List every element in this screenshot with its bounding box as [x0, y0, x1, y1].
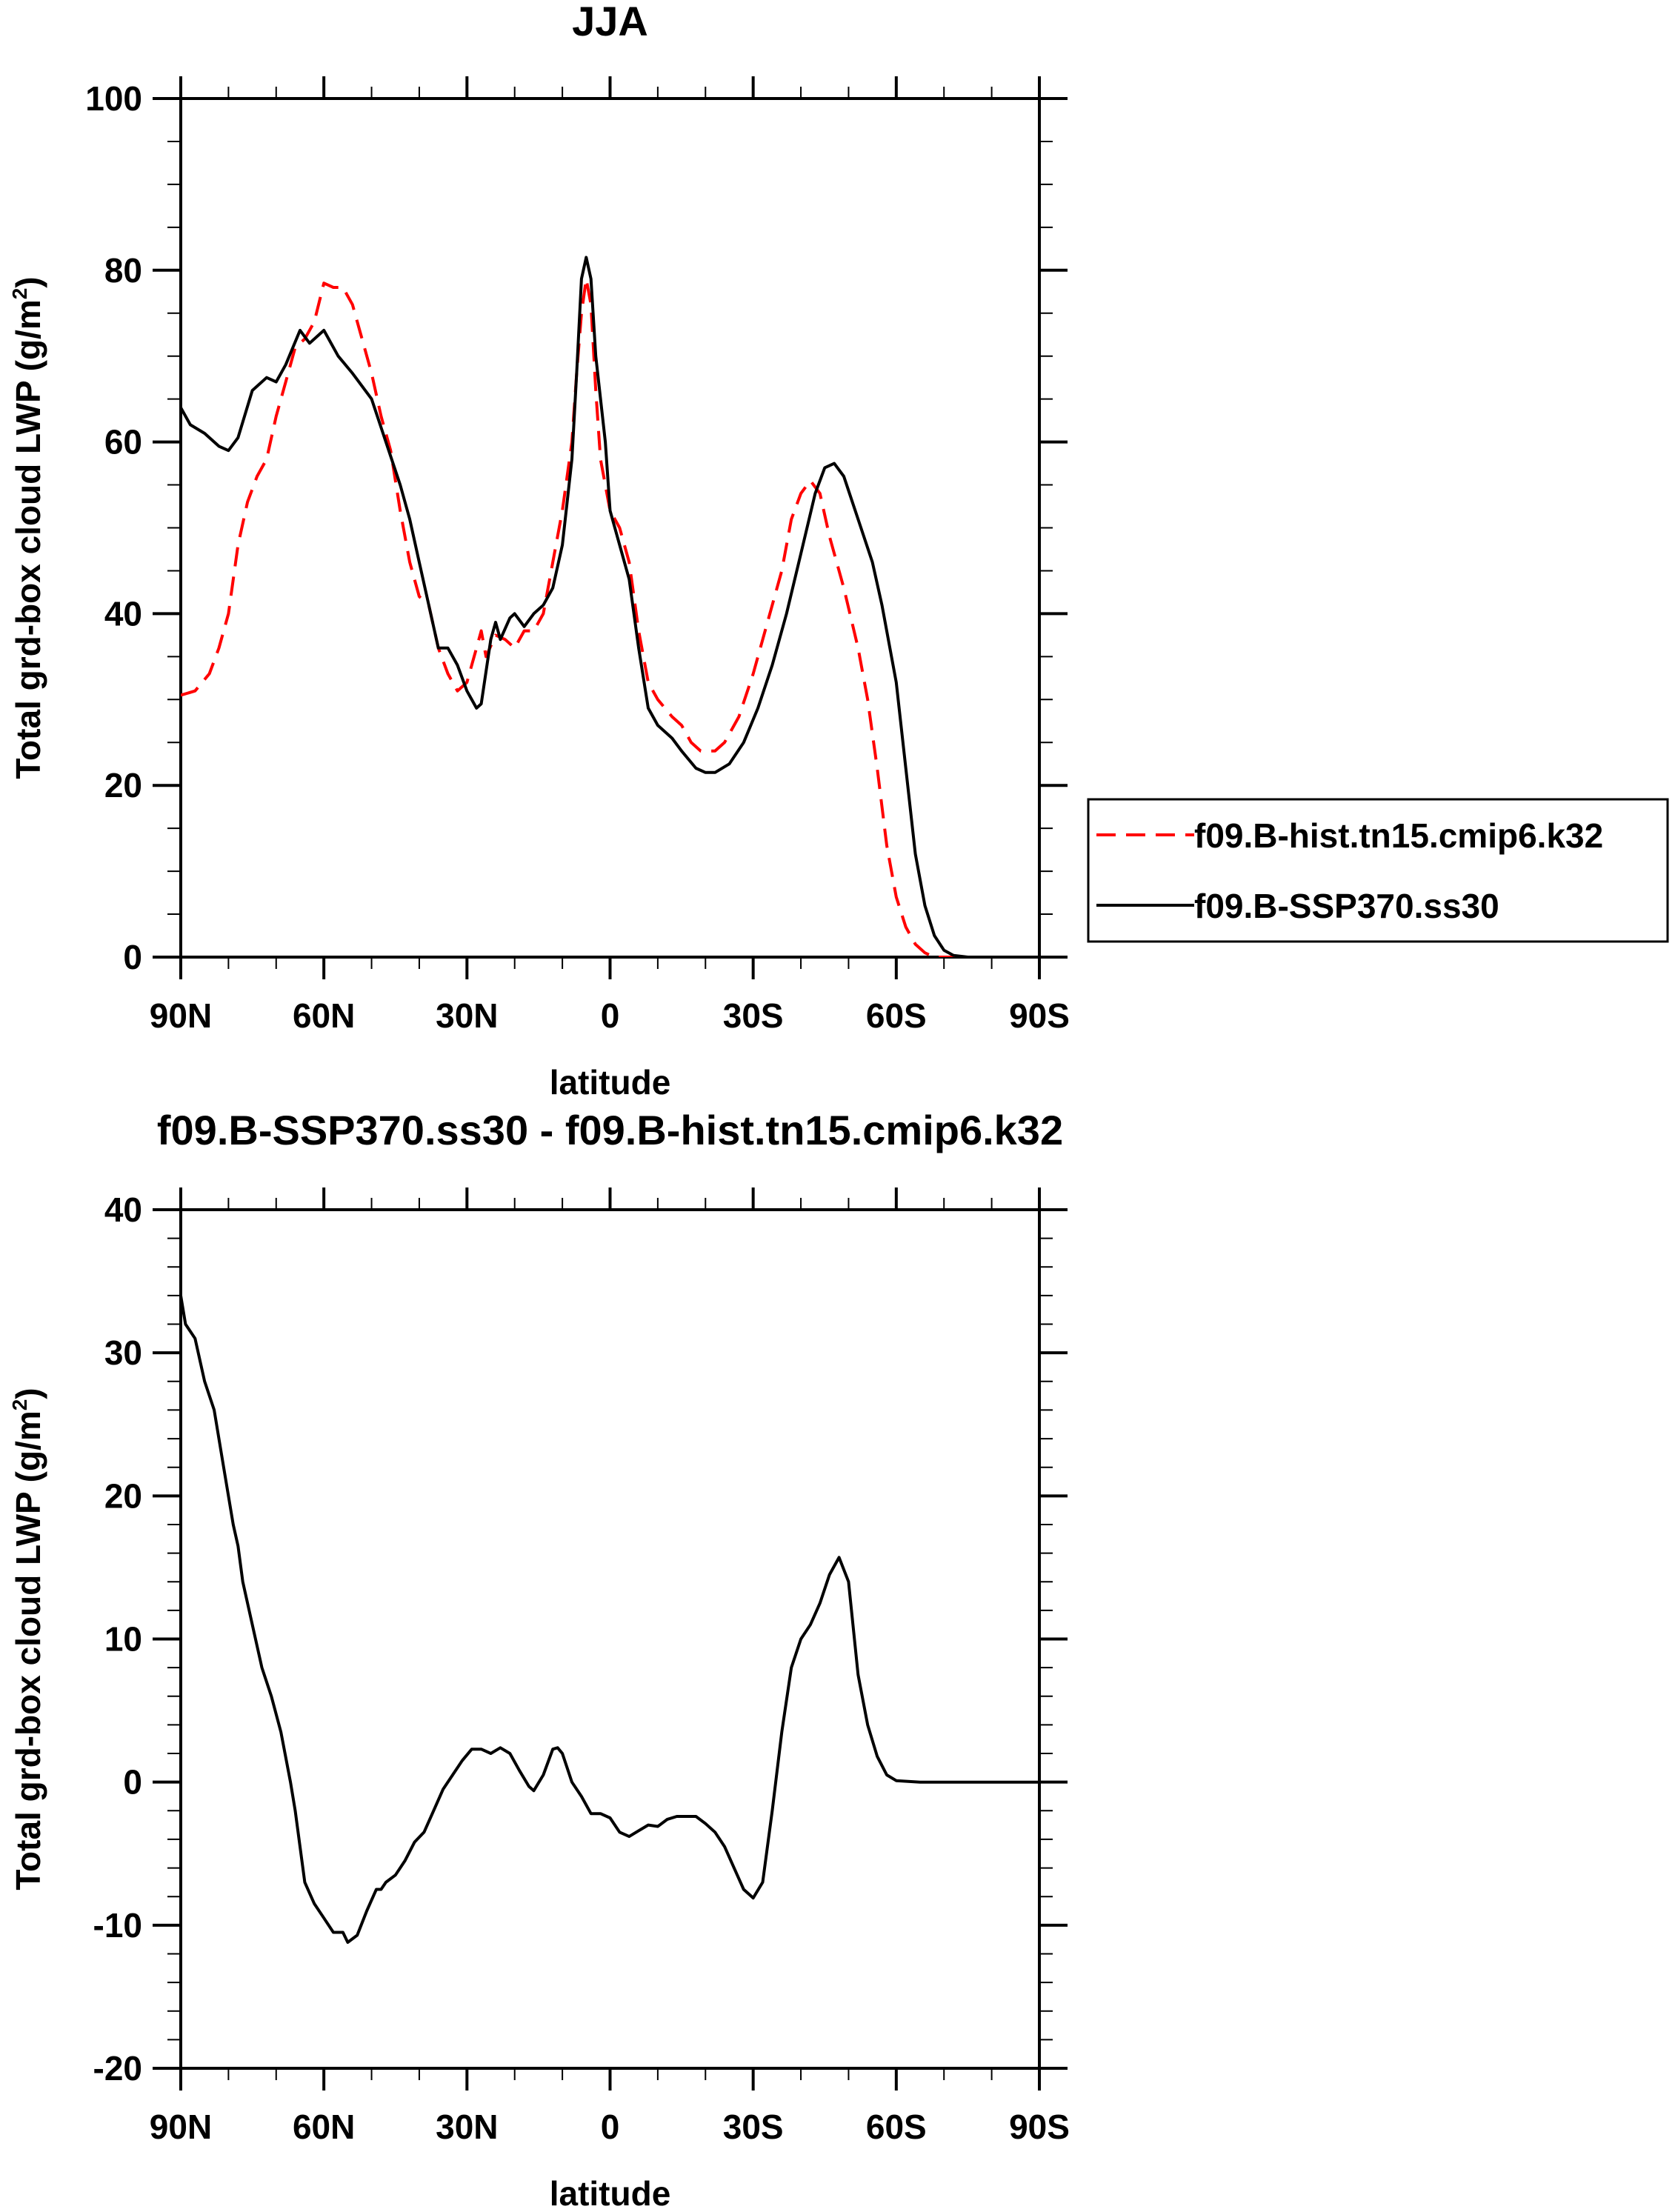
chart-title: JJA	[572, 0, 648, 44]
y-tick-label: 80	[104, 251, 142, 290]
y-tick-label: 20	[104, 1476, 142, 1515]
x-tick-label: 30S	[723, 996, 784, 1035]
x-tick-label: 90S	[1009, 2108, 1070, 2146]
series-line-f09-b-hist-tn15-cmip6-k32	[181, 277, 1039, 957]
plot-frame	[179, 1208, 1041, 2070]
y-tick-label: 40	[104, 594, 142, 633]
y-axis-title-superscript: 2	[8, 288, 31, 300]
x-tick-label: 0	[601, 996, 620, 1035]
y-axis-title-end: )	[9, 1388, 47, 1399]
x-tick-label: 90N	[150, 2108, 212, 2146]
y-tick-label: 0	[123, 938, 142, 976]
y-axis-title-main: Total grd-box cloud LWP (g/m	[9, 1410, 47, 1890]
x-axis-title: latitude	[550, 2174, 671, 2212]
y-tick-label: 30	[104, 1333, 142, 1372]
y-tick-label: 20	[104, 766, 142, 804]
legend-label: f09.B-hist.tn15.cmip6.k32	[1194, 816, 1603, 855]
series-line-f09-b-ssp370-ss30	[181, 256, 1039, 957]
legend: f09.B-hist.tn15.cmip6.k32 f09.B-SSP370.ss…	[1087, 798, 1669, 943]
x-tick-label: 90N	[150, 996, 212, 1035]
y-axis-title-superscript: 2	[8, 1399, 31, 1411]
y-axis-title: Total grd-box cloud LWP (g/m2)	[8, 1388, 47, 1890]
y-axis-title: Total grd-box cloud LWP (g/m2)	[8, 276, 47, 779]
y-axis-title-end: )	[9, 276, 47, 287]
panel-2: f09.B-SSP370.ss30 - f09.B-hist.tn15.cmip…	[8, 1107, 1070, 2212]
series-line-difference	[181, 1295, 1039, 1944]
chart-title: f09.B-SSP370.ss30 - f09.B-hist.tn15.cmip…	[157, 1107, 1063, 1153]
x-tick-label: 60S	[866, 996, 927, 1035]
y-tick-label: 100	[85, 79, 142, 118]
y-tick-label: 0	[123, 1763, 142, 1802]
y-axis-title-main: Total grd-box cloud LWP (g/m	[9, 299, 47, 779]
y-tick-label: -20	[93, 2049, 142, 2088]
y-tick-label: 60	[104, 423, 142, 462]
legend-label: f09.B-SSP370.ss30	[1194, 887, 1499, 925]
y-tick-label: 40	[104, 1190, 142, 1229]
x-tick-label: 30S	[723, 2108, 784, 2146]
plot-frame	[179, 97, 1041, 959]
x-tick-label: 0	[601, 2108, 620, 2146]
x-axis-title: latitude	[550, 1063, 671, 1102]
x-tick-label: 60N	[293, 996, 355, 1035]
x-tick-label: 30N	[436, 2108, 498, 2146]
x-tick-label: 60N	[293, 2108, 355, 2146]
y-tick-label: -10	[93, 1906, 142, 1945]
x-tick-label: 90S	[1009, 996, 1070, 1035]
x-tick-label: 60S	[866, 2108, 927, 2146]
legend-box	[1087, 798, 1669, 943]
panel-1: JJA 0 20 40 60 80 100 90N 60N 30N 0 30S 60S 90S latitu…	[8, 0, 1669, 1102]
x-tick-label: 30N	[436, 996, 498, 1035]
y-tick-label: 10	[104, 1620, 142, 1659]
